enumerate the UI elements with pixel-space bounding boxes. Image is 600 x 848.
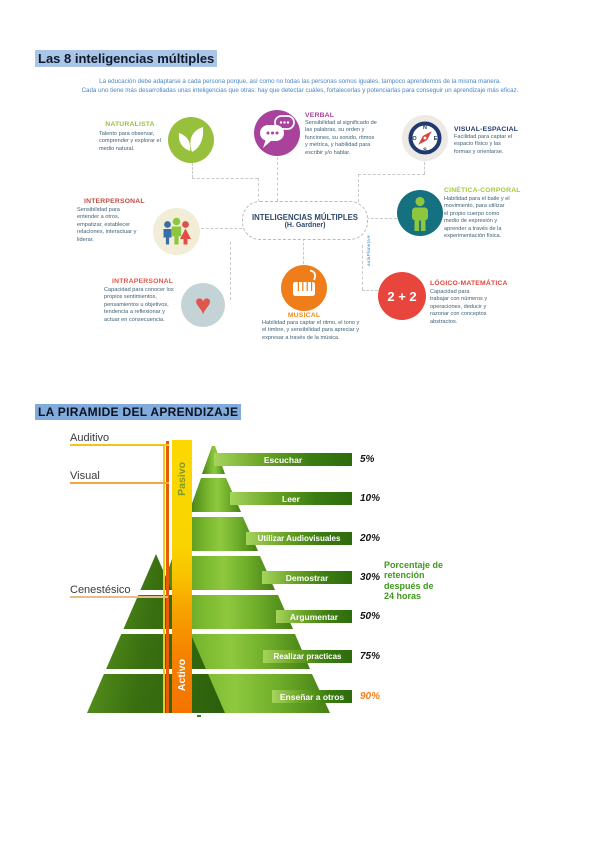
level-label: Escuchar (263, 454, 303, 465)
level-bar-demostrar: Demostrar (262, 571, 352, 584)
connector-line (201, 228, 242, 229)
level-label: Leer (282, 493, 300, 504)
pyramid-gap (85, 590, 330, 595)
level-label: Argumentar (289, 611, 339, 622)
intelligence-title-intrapersonal: INTRAPERSONAL (112, 278, 174, 285)
intelligence-title-logico-matematica: LÓGICO-MATEMÁTICA (430, 280, 508, 287)
intelligence-desc-cinetica-corporal: Habilidad para el baile y el movimiento,… (444, 196, 510, 239)
level-label: Utilizar Audiovisuales (257, 534, 341, 543)
connector-line (230, 242, 231, 300)
stray-mark (197, 715, 201, 717)
level-bar-realizar-practicas: Realizar practicas (263, 650, 352, 663)
intelligence-desc-verbal: Sensibilidad al significado de las palab… (305, 120, 377, 156)
compass-icon: N S O E (408, 121, 442, 155)
pyramid-gap (85, 629, 330, 634)
svg-text:E: E (434, 136, 438, 142)
connector-line (362, 245, 363, 290)
musical-circle (281, 265, 327, 311)
intelligence-desc-naturalista: Talento para observar, comprender y expl… (99, 131, 161, 152)
visual-espacial-circle: N S O E (402, 115, 448, 161)
svg-text:N: N (423, 125, 427, 131)
intro-line-1: La educación debe adaptarse a cada perso… (99, 78, 501, 85)
intelligence-desc-logico-matematica: Capacidad para trabajar con números y op… (430, 289, 488, 325)
speech-bubbles-icon (260, 115, 295, 148)
people-group-icon (163, 217, 191, 245)
cenestesico-line (70, 596, 168, 598)
center-label-box: INTELIGENCIAS MÚLTIPLES (H. Gardner) (242, 201, 368, 240)
level-label: Realizar practicas (273, 652, 342, 661)
verbal-circle (254, 110, 300, 156)
visual-line (70, 482, 169, 484)
center-title: INTELIGENCIAS MÚLTIPLES (252, 212, 358, 222)
level-label: Enseñar a otros (279, 691, 345, 702)
level-pct-argumentar: 50% (360, 611, 381, 622)
level-bar-argumentar: Argumentar (276, 610, 352, 623)
intelligence-title-visual-espacial: VISUAL-ESPACIAL (454, 126, 519, 133)
intelligence-desc-interpersonal: Sensibilidad para entender a otros, empa… (77, 207, 137, 243)
intelligence-desc-musical: Habilidad para captar el ritmo, el tono … (262, 320, 360, 341)
level-pct-ensenar-a-otros: 90% (360, 691, 381, 702)
pyramid-gap (85, 669, 330, 674)
side-label-visual: Visual (70, 470, 100, 482)
intro-line-2: Cada uno tiene más desarrolladas unas in… (81, 87, 519, 94)
intelligence-title-naturalista: NATURALISTA (105, 121, 155, 128)
intelligence-title-cinetica-corporal: CINÉTICA-CORPORAL (444, 187, 521, 194)
retention-note: Porcentaje de retención después de 24 ho… (384, 560, 444, 602)
level-bar-escuchar: Escuchar (214, 453, 352, 466)
level-bar-leer: Leer (230, 492, 352, 505)
person-icon (412, 196, 428, 231)
activo-label: Activo (171, 640, 192, 710)
side-label-cenestesico: Cenestésico (70, 584, 131, 596)
activo-text: Activo (175, 658, 188, 692)
intelligence-title-verbal: VERBAL (305, 112, 335, 119)
level-pct-demostrar: 30% (360, 572, 381, 583)
connector-line (358, 174, 425, 175)
connector-line (362, 290, 378, 291)
connector-line (192, 178, 258, 179)
intelligence-title-interpersonal: INTERPERSONAL (84, 198, 145, 205)
connector-line (366, 218, 397, 219)
pasivo-text: Pasivo (175, 462, 188, 496)
cinetica-corporal-circle (397, 190, 443, 236)
section-title-inteligencias: Las 8 inteligencias múltiples (35, 50, 218, 67)
piano-icon (293, 269, 316, 296)
svg-text:S: S (423, 148, 427, 154)
connector-line (258, 178, 259, 202)
connector-line (303, 238, 304, 264)
connector-line (424, 162, 425, 174)
side-label-auditivo: Auditivo (70, 432, 110, 444)
auditivo-line (70, 444, 169, 446)
intrapersonal-circle: ♥ (181, 283, 225, 327)
level-bar-ensenar-a-otros: Enseñar a otros (272, 690, 352, 703)
pasivo-activo-bar (172, 440, 192, 713)
level-pct-realizar-practicas: 75% (360, 651, 381, 662)
interpersonal-circle (153, 208, 200, 255)
naturalista-circle (168, 117, 214, 163)
level-pct-utilizar-audiovisuales: 20% (360, 533, 381, 544)
intelligence-desc-intrapersonal: Capacidad para conocer los propios senti… (104, 287, 174, 323)
level-bar-utilizar-audiovisuales: Utilizar Audiovisuales (246, 532, 352, 545)
watermark: aulaPlaneta® (366, 233, 371, 266)
center-subtitle: (H. Gardner) (284, 221, 326, 229)
pasivo-label: Pasivo (171, 446, 192, 512)
level-pct-escuchar: 5% (360, 454, 375, 465)
logico-matematica-circle: 2 + 2 (378, 272, 426, 320)
svg-text:O: O (412, 136, 417, 142)
guide-line-orange (166, 441, 169, 713)
connector-line (358, 174, 359, 202)
intelligence-desc-visual-espacial: Facilidad para captar el espacio físico … (454, 134, 513, 155)
heart-icon: ♥ (194, 289, 212, 320)
level-label: Demostrar (285, 572, 329, 583)
level-pct-leer: 10% (360, 493, 381, 504)
section-title-piramide: LA PIRAMIDE DEL APRENDIZAJE (35, 404, 242, 420)
leaf-icon (178, 127, 204, 152)
connector-line (277, 157, 278, 201)
connector-line (192, 163, 193, 178)
guide-line-yellow (163, 444, 165, 713)
sum-icon: 2 + 2 (387, 288, 417, 304)
intelligence-title-musical: MUSICAL (287, 312, 321, 319)
